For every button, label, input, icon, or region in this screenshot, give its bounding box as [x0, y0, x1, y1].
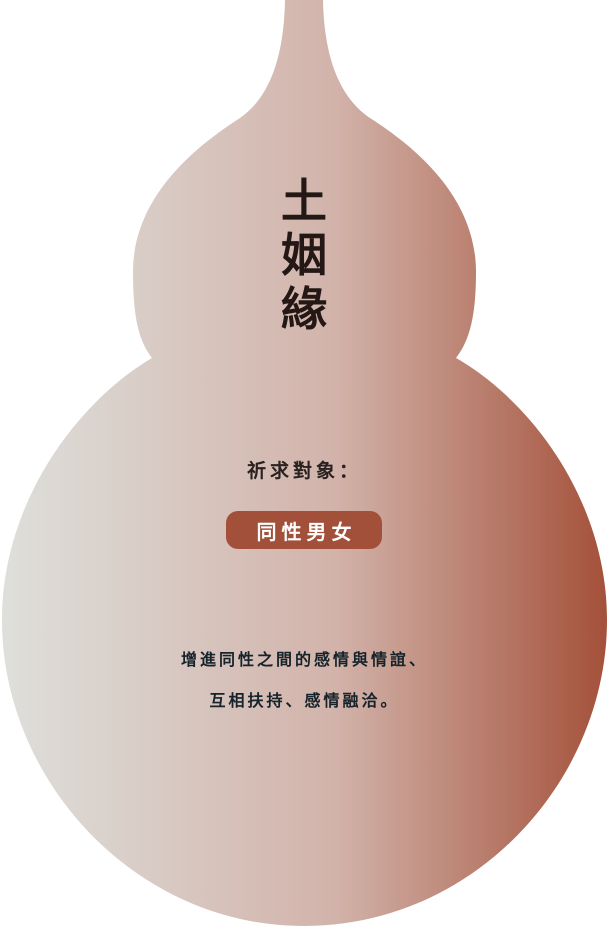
- description-line: 增進同性之間的感情與情誼、: [180, 650, 428, 669]
- prayer-target-badge: 同性男女: [226, 511, 382, 549]
- title-char: 姻: [281, 228, 327, 282]
- prayer-target-label: 祈求對象：: [246, 460, 362, 482]
- description-line: 互相扶持、感情融洽。: [209, 691, 400, 710]
- title-char: 緣: [281, 282, 327, 336]
- title-char: 土: [281, 174, 327, 228]
- temple-title: 土 姻 緣: [272, 174, 336, 336]
